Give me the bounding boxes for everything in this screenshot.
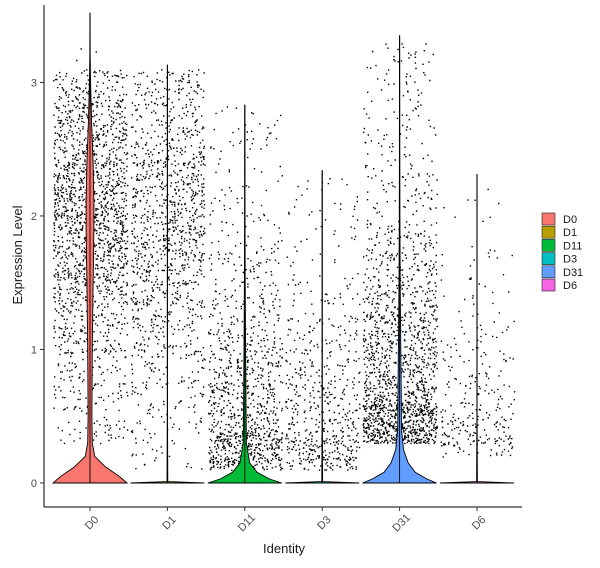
jitter-points-layer xyxy=(53,43,516,471)
legend-key-d1 xyxy=(541,225,556,239)
legend-label-d1: D1 xyxy=(563,227,577,239)
legend-key-d6 xyxy=(541,278,556,292)
legend-label-d31: D31 xyxy=(563,267,583,279)
x-axis-title: Identity xyxy=(263,541,305,556)
legend-label-d0: D0 xyxy=(563,214,577,226)
x-tick-label: D1 xyxy=(160,514,178,532)
points-d6 xyxy=(440,188,516,458)
y-tick-label: 0 xyxy=(31,478,37,490)
legend-key-d31 xyxy=(541,265,556,279)
y-tick-label: 3 xyxy=(31,77,37,89)
x-tick-label: D11 xyxy=(236,512,258,534)
legend-label-d3: D3 xyxy=(563,254,577,266)
y-tick-label: 1 xyxy=(31,344,37,356)
x-tick-label: D3 xyxy=(315,514,333,532)
legend-key-d0 xyxy=(541,212,556,226)
legend-key-d3 xyxy=(541,252,556,265)
violins-layer xyxy=(51,12,515,484)
y-axis-title: Expression Level xyxy=(10,205,25,304)
points-d3 xyxy=(285,178,361,471)
legend-label-d11: D11 xyxy=(563,240,582,252)
y-tick-label: 2 xyxy=(31,211,37,223)
legend-key-d11 xyxy=(541,239,556,252)
points-d1 xyxy=(130,69,206,470)
legend-label-d6: D6 xyxy=(563,280,577,292)
x-tick-label: D31 xyxy=(390,512,413,535)
x-tick-label: D6 xyxy=(470,514,488,532)
x-tick-label: D0 xyxy=(83,514,101,532)
